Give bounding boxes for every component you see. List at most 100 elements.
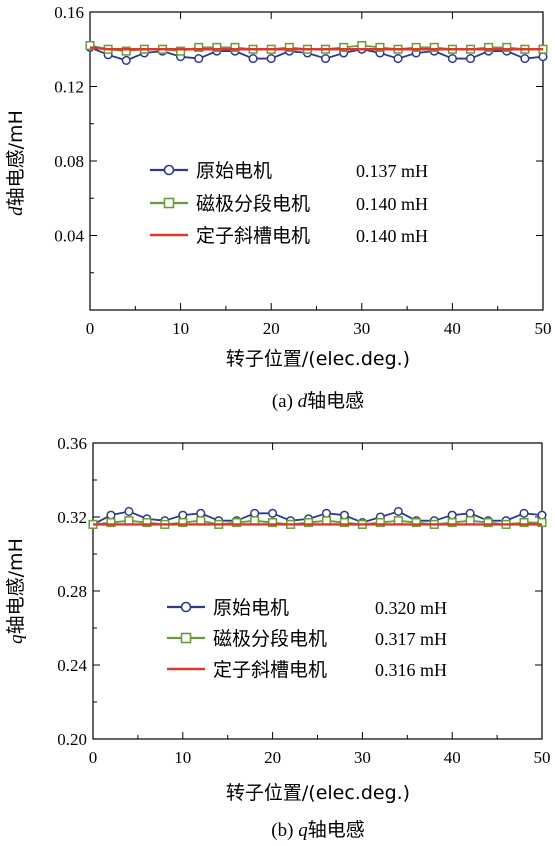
data-point-square: [375, 42, 385, 52]
y-tick-label: 0.16: [54, 3, 84, 22]
svg-text:0.320 mH: 0.320 mH: [375, 598, 447, 618]
y-tick-label: 0.36: [57, 434, 87, 453]
data-point-circle: [321, 508, 332, 518]
data-point-square: [411, 42, 421, 52]
y-tick-label: 0.04: [54, 227, 84, 246]
data-point-circle: [520, 54, 530, 64]
x-tick-label: 40: [444, 748, 461, 767]
data-point-square: [284, 42, 294, 52]
data-point-square: [429, 42, 439, 52]
chart-b-xlabel: 转子位置/(elec.deg.): [226, 782, 410, 804]
svg-text:0.140 mH: 0.140 mH: [356, 194, 428, 214]
x-tick-label: 50: [535, 319, 552, 338]
data-point-square: [484, 42, 494, 52]
data-point-circle: [465, 54, 476, 64]
data-point-circle: [447, 510, 457, 520]
chart-b-legend-entry-1: 原始电机 0.320 mH: [167, 597, 447, 619]
data-point-circle: [538, 52, 548, 62]
chart-a-ylabel: d轴电感/mH: [5, 110, 27, 216]
data-point-circle: [393, 506, 403, 517]
data-point-square: [121, 46, 131, 56]
data-point-circle: [339, 510, 349, 520]
chart-a-legend-entry-1: 原始电机 0.137 mH: [150, 160, 428, 182]
y-tick-label: 0.28: [57, 582, 87, 601]
chart-a-series: [85, 40, 548, 65]
chart-b-frame: [92, 442, 543, 740]
data-point-square: [176, 46, 186, 56]
x-tick-label: 20: [263, 319, 280, 338]
data-point-circle: [393, 54, 403, 64]
data-point-circle: [266, 54, 276, 64]
data-point-circle: [106, 510, 116, 520]
legend-marker-circle-icon: [180, 601, 192, 613]
data-point-square: [303, 518, 314, 528]
svg-text:0.316 mH: 0.316 mH: [375, 660, 447, 680]
data-point-circle: [194, 54, 204, 64]
data-point-circle: [121, 55, 131, 65]
chart-b-series: [88, 506, 547, 529]
svg-text:磁极分段电机: 磁极分段电机: [196, 193, 310, 215]
chart-b-legend-entry-3: 定子斜槽电机 0.316 mH: [167, 659, 447, 681]
svg-text:原始电机: 原始电机: [196, 160, 272, 182]
legend-marker-circle-icon: [163, 164, 175, 176]
legend-marker-square-icon: [180, 632, 192, 644]
data-point-circle: [465, 508, 475, 518]
chart-a-axes: 0 10 20 30 40 50 0.04 0.08 0.12 0.16: [54, 3, 551, 338]
data-point-square: [194, 42, 204, 52]
svg-text:磁极分段电机: 磁极分段电机: [213, 628, 327, 650]
svg-text:定子斜槽电机: 定子斜槽电机: [213, 659, 327, 681]
y-tick-label: 0.24: [57, 656, 87, 675]
data-point-circle: [248, 54, 258, 64]
data-point-circle: [196, 508, 206, 518]
svg-text:0.140 mH: 0.140 mH: [356, 226, 428, 246]
y-tick-label: 0.08: [54, 152, 84, 171]
data-point-square: [339, 518, 349, 528]
svg-text:0.317 mH: 0.317 mH: [375, 629, 447, 649]
x-tick-label: 50: [534, 748, 551, 767]
chart-b-axes: 0 10 20 30 40 50 0.20 0.24 0.28 0.32 0.36: [57, 434, 550, 767]
chart-b: 0 10 20 30 40 500.200.240.280.320.36 q轴电感/mH …: [5, 434, 551, 841]
data-point-circle: [178, 510, 188, 520]
data-point-square: [339, 42, 349, 52]
x-tick-label: 0: [89, 748, 98, 767]
data-point-circle: [519, 508, 529, 518]
x-tick-label: 40: [444, 319, 461, 338]
data-point-square: [447, 518, 457, 528]
series-line-3: [89, 46, 543, 51]
data-point-square: [411, 518, 421, 528]
data-point-square: [178, 518, 188, 528]
data-point-circle: [447, 54, 457, 64]
data-point-square: [483, 518, 493, 528]
data-point-square: [232, 518, 242, 528]
svg-text:定子斜槽电机: 定子斜槽电机: [196, 225, 310, 247]
data-point-square: [106, 518, 116, 528]
chart-a-legend-entry-2: 磁极分段电机 0.140 mH: [150, 193, 428, 215]
data-point-square: [519, 518, 529, 528]
chart-b-ylabel: q轴电感/mH: [5, 538, 27, 644]
data-point-circle: [537, 510, 547, 520]
x-tick-label: 30: [354, 748, 371, 767]
data-point-square: [502, 42, 512, 52]
chart-a-xlabel: 转子位置/(elec.deg.): [226, 348, 410, 370]
chart-a-legend-entry-3: 定子斜槽电机 0.140 mH: [150, 225, 428, 247]
chart-b-legend: 原始电机 0.320 mH 磁极分段电机 0.317 mH 定子斜槽电机 0.3…: [167, 597, 447, 681]
x-tick-label: 0: [86, 319, 95, 338]
y-tick-label: 0.32: [57, 508, 87, 527]
data-point-circle: [124, 506, 134, 517]
x-tick-label: 20: [264, 748, 281, 767]
chart-a-caption: (a) d轴电感: [272, 390, 364, 412]
svg-text:原始电机: 原始电机: [213, 597, 289, 619]
data-point-square: [375, 518, 385, 528]
data-point-square: [268, 518, 278, 528]
legend-marker-square-icon: [163, 197, 175, 209]
data-point-circle: [250, 508, 260, 518]
chart-b-caption: (b) q轴电感: [271, 819, 364, 841]
x-tick-label: 10: [172, 319, 189, 338]
data-point-square: [142, 518, 152, 528]
chart-b-legend-entry-2: 磁极分段电机 0.317 mH: [167, 628, 447, 650]
x-tick-label: 10: [174, 748, 191, 767]
data-point-square: [212, 42, 222, 52]
y-tick-label: 0.20: [57, 730, 87, 749]
data-point-square: [230, 42, 240, 52]
